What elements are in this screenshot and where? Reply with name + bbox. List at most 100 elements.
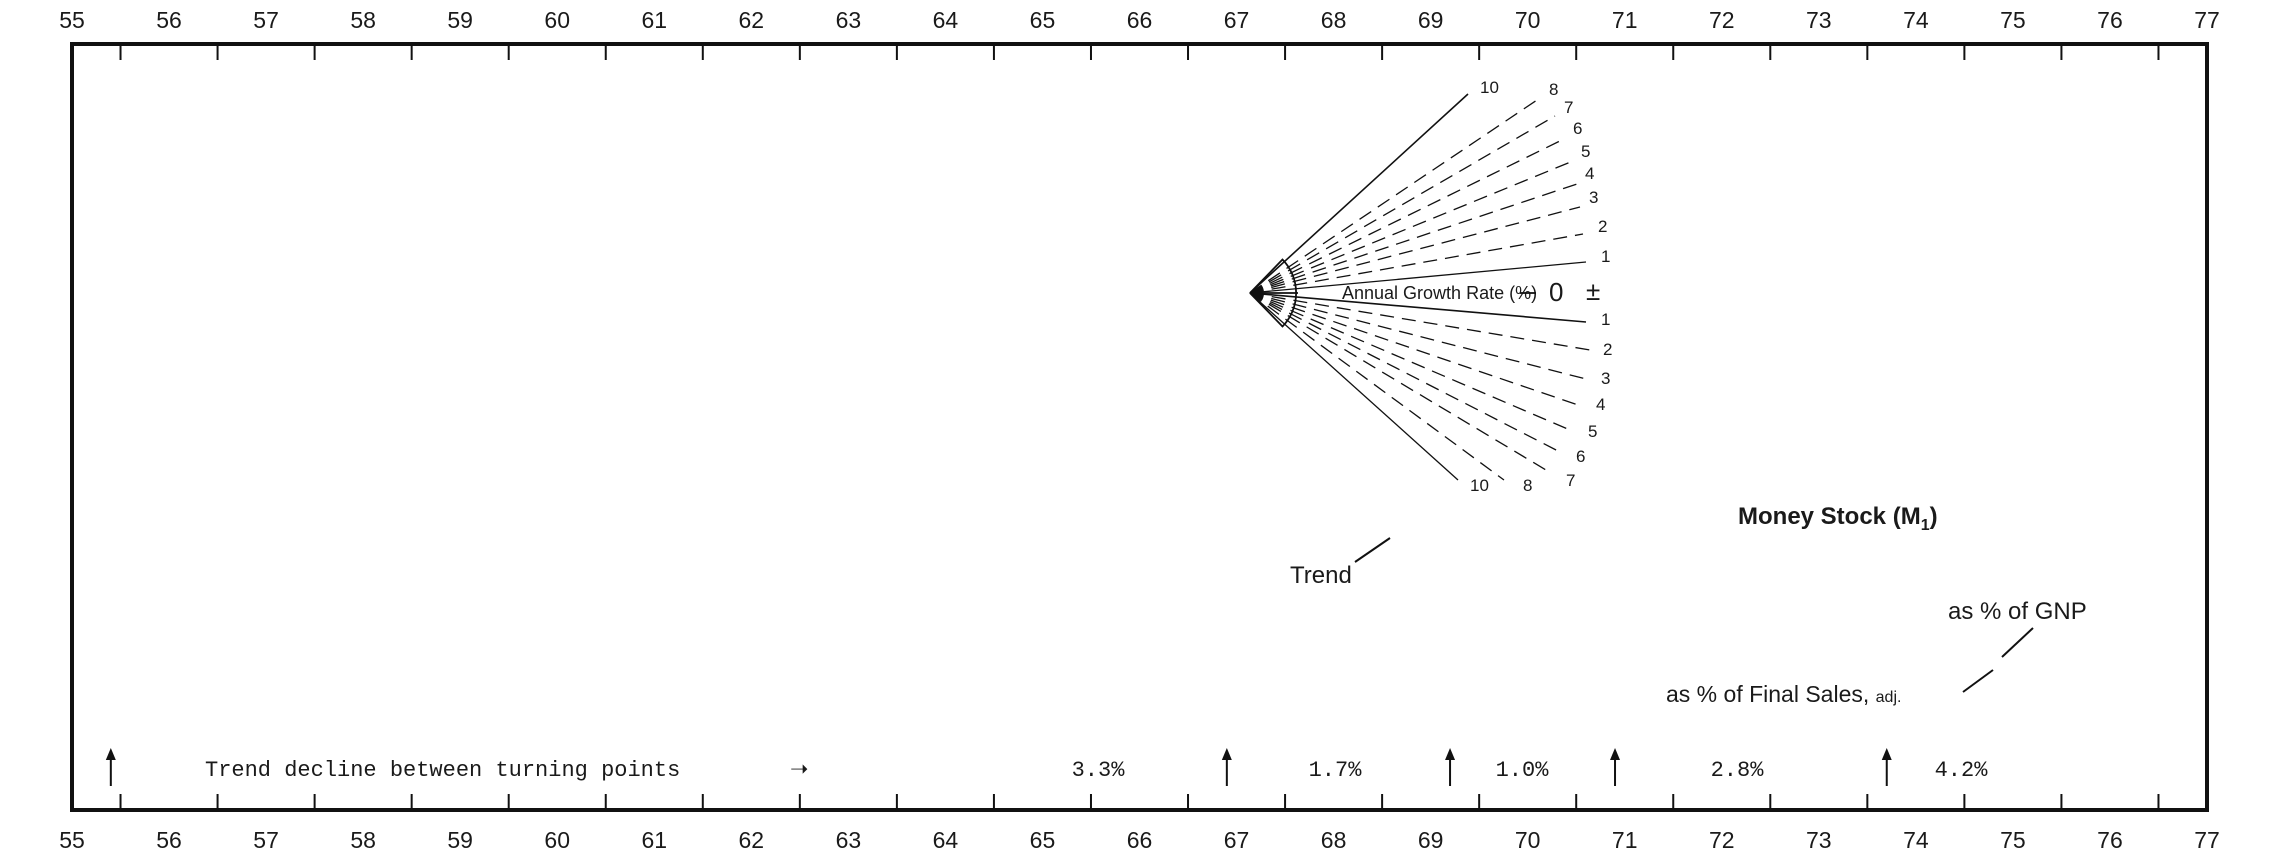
x-tick-label-top-61: 61 bbox=[641, 7, 667, 33]
x-tick-label-top-58: 58 bbox=[350, 7, 376, 33]
trend-decline-value-3: 2.8% bbox=[1711, 758, 1765, 783]
fan-ray-down-5 bbox=[1249, 292, 1561, 453]
x-tick-label-top-75: 75 bbox=[2000, 7, 2026, 33]
x-axis-top: 55 56 57 58 59 60 61 62 63 64 65 66 67 68 69 70 71 72 73 74… bbox=[59, 7, 2220, 60]
turning-point-arrowhead-1 bbox=[1221, 748, 1232, 760]
x-tick-label-bottom-72: 72 bbox=[1709, 827, 1735, 853]
x-tick-label-top-63: 63 bbox=[836, 7, 862, 33]
fan-plus-minus: ± bbox=[1586, 276, 1600, 306]
x-tick-label-top-60: 60 bbox=[544, 7, 570, 33]
x-tick-label-top-57: 57 bbox=[253, 7, 279, 33]
fan-label-down-2: 2 bbox=[1603, 340, 1612, 359]
fan-ray-up-2 bbox=[1249, 115, 1556, 294]
fan-label-up-3: 3 bbox=[1589, 188, 1598, 207]
x-tick-label-bottom-62: 62 bbox=[739, 827, 765, 853]
fan-ray-down-8 bbox=[1249, 292, 1459, 481]
trend-decline-value-2: 1.0% bbox=[1496, 758, 1550, 783]
final-sales-label-adj: adj. bbox=[1876, 689, 1902, 706]
fan-label-down-6: 6 bbox=[1576, 447, 1585, 466]
trend-decline-annotations: Trend decline between turning points ➝ 3… bbox=[205, 756, 1988, 783]
x-tick-label-bottom-77: 77 bbox=[2194, 827, 2220, 853]
final-sales-pointer-line bbox=[1962, 669, 1994, 693]
x-tick-label-top-62: 62 bbox=[739, 7, 765, 33]
fan-ray-down-0 bbox=[1249, 292, 1587, 323]
gnp-series-label: as % of GNP bbox=[1948, 598, 2087, 625]
x-tick-label-top-55: 55 bbox=[59, 7, 85, 33]
x-tick-label-top-65: 65 bbox=[1030, 7, 1056, 33]
x-tick-label-top-68: 68 bbox=[1321, 7, 1347, 33]
fan-ray-up-8 bbox=[1249, 261, 1587, 294]
plot-frame bbox=[70, 42, 2209, 812]
fan-label-up-5: 5 bbox=[1581, 142, 1590, 161]
turning-points bbox=[105, 748, 1892, 786]
chart-title-close: ) bbox=[1930, 503, 1938, 530]
fan-label-down-4: 4 bbox=[1596, 395, 1605, 414]
x-tick-label-bottom-63: 63 bbox=[836, 827, 862, 853]
fan-axis-label: Annual Growth Rate (%) bbox=[1342, 283, 1537, 303]
fan-label-down-8: 8 bbox=[1523, 476, 1532, 495]
x-tick-label-top-66: 66 bbox=[1127, 7, 1153, 33]
x-tick-label-top-56: 56 bbox=[156, 7, 182, 33]
fan-ray-down-2 bbox=[1249, 292, 1587, 380]
x-tick-label-top-77: 77 bbox=[2194, 7, 2220, 33]
x-tick-label-bottom-59: 59 bbox=[447, 827, 473, 853]
x-tick-label-bottom-73: 73 bbox=[1806, 827, 1832, 853]
fan-ray-down-1 bbox=[1249, 292, 1591, 351]
fan-label-down-3: 3 bbox=[1601, 369, 1610, 388]
x-tick-label-bottom-76: 76 bbox=[2097, 827, 2123, 853]
fan-ray-up-4 bbox=[1249, 160, 1574, 294]
trend-decline-value-4: 4.2% bbox=[1935, 758, 1989, 783]
fan-ray-up-6 bbox=[1249, 206, 1581, 294]
turning-point-arrowhead-3 bbox=[1610, 748, 1621, 760]
fan-ray-down-4 bbox=[1249, 292, 1571, 431]
trend-decline-value-0: 3.3% bbox=[1072, 758, 1126, 783]
fan-label-up-1: 1 bbox=[1601, 247, 1610, 266]
x-tick-label-top-69: 69 bbox=[1418, 7, 1444, 33]
trend-decline-arrow: ➝ bbox=[790, 756, 808, 781]
fan-ray-up-1 bbox=[1249, 97, 1541, 294]
chart-title-main: Money Stock (M bbox=[1738, 503, 1921, 530]
x-tick-label-bottom-67: 67 bbox=[1224, 827, 1250, 853]
fan-label-up-4: 4 bbox=[1585, 164, 1594, 183]
fan-label-up-2: 2 bbox=[1598, 217, 1607, 236]
fan-label-down-1: 1 bbox=[1601, 310, 1610, 329]
x-tick-label-bottom-57: 57 bbox=[253, 827, 279, 853]
x-tick-label-top-74: 74 bbox=[1903, 7, 1929, 33]
x-tick-label-bottom-56: 56 bbox=[156, 827, 182, 853]
x-tick-label-bottom-60: 60 bbox=[544, 827, 570, 853]
x-tick-label-bottom-70: 70 bbox=[1515, 827, 1541, 853]
fan-label-up-6: 6 bbox=[1573, 119, 1582, 138]
trend-pointer-line bbox=[1354, 537, 1391, 563]
chart-labels: Money Stock (M1) Trend as % of GNP as % … bbox=[1290, 503, 2087, 707]
gnp-pointer-line bbox=[2001, 627, 2034, 658]
fan-label-up-10: 10 bbox=[1480, 78, 1499, 97]
fan-label-up-7: 7 bbox=[1564, 98, 1573, 117]
turning-point-arrowhead-2 bbox=[1445, 748, 1456, 760]
trend-label: Trend bbox=[1290, 562, 1352, 589]
fan-ray-down-3 bbox=[1249, 292, 1579, 406]
fan-zero-label: 0 bbox=[1549, 277, 1563, 307]
x-tick-label-bottom-75: 75 bbox=[2000, 827, 2026, 853]
x-tick-label-top-67: 67 bbox=[1224, 7, 1250, 33]
x-tick-label-top-70: 70 bbox=[1515, 7, 1541, 33]
chart-title: Money Stock (M1) bbox=[1738, 503, 1938, 534]
trend-decline-value-1: 1.7% bbox=[1309, 758, 1363, 783]
fan-ray-down-7 bbox=[1249, 292, 1505, 481]
x-tick-label-top-71: 71 bbox=[1612, 7, 1638, 33]
fan-ray-up-5 bbox=[1249, 183, 1578, 294]
turning-point-arrowhead-0 bbox=[105, 748, 116, 760]
fan-label-up-8: 8 bbox=[1549, 80, 1558, 99]
x-tick-label-bottom-61: 61 bbox=[641, 827, 667, 853]
x-axis-bottom: 55 56 57 58 59 60 61 62 63 64 65 66 67 68 69 70 71 72 73 74… bbox=[59, 794, 2220, 853]
fan-ray-down-6 bbox=[1249, 292, 1547, 471]
turning-point-arrowhead-4 bbox=[1881, 748, 1892, 760]
x-tick-label-bottom-64: 64 bbox=[933, 827, 959, 853]
fan-ray-up-3 bbox=[1249, 137, 1567, 294]
final-sales-series-label: as % of Final Sales, adj. bbox=[1666, 681, 1901, 707]
trend-decline-label: Trend decline between turning points bbox=[205, 758, 680, 783]
x-tick-label-bottom-69: 69 bbox=[1418, 827, 1444, 853]
x-tick-label-top-73: 73 bbox=[1806, 7, 1832, 33]
fan-label-down-5: 5 bbox=[1588, 422, 1597, 441]
